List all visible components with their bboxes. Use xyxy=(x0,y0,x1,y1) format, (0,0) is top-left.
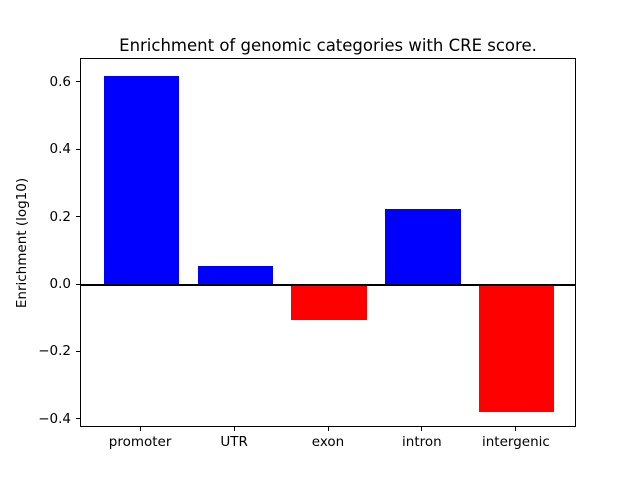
x-tick-mark xyxy=(421,427,423,431)
bar-exon xyxy=(291,285,367,321)
x-tick-mark xyxy=(515,427,517,431)
y-tick-mark xyxy=(76,216,80,217)
x-tick-label-UTR: UTR xyxy=(220,434,248,450)
x-tick-mark xyxy=(327,427,329,431)
y-tick-label: 0.6 xyxy=(49,73,71,90)
x-tick-label-exon: exon xyxy=(311,434,345,450)
zero-line xyxy=(81,284,575,286)
y-tick-label: 0.2 xyxy=(49,208,71,225)
y-tick-mark xyxy=(76,81,80,83)
chart-title: Enrichment of genomic categories with CR… xyxy=(119,36,537,55)
y-tick-mark xyxy=(76,350,80,352)
y-tick-mark xyxy=(76,283,80,285)
x-tick-label-promoter: promoter xyxy=(108,434,172,450)
axes-frame xyxy=(80,58,576,427)
bar-intergenic xyxy=(479,285,555,412)
x-tick-label-intergenic: intergenic xyxy=(481,434,550,450)
x-tick-mark xyxy=(233,427,235,431)
y-axis-label-container: Enrichment (log10) xyxy=(13,58,31,427)
bar-UTR xyxy=(197,266,273,285)
y-tick-label: −0.2 xyxy=(38,343,71,360)
x-tick-mark xyxy=(139,427,141,431)
y-tick-label: −0.4 xyxy=(38,410,71,427)
bar-promoter xyxy=(103,75,179,285)
y-tick-label: 0.0 xyxy=(49,276,71,292)
y-tick-mark xyxy=(76,418,80,420)
y-tick-label: 0.4 xyxy=(49,141,71,158)
x-tick-label-intron: intron xyxy=(402,434,442,450)
y-tick-mark xyxy=(76,148,80,150)
bar-intron xyxy=(385,209,461,285)
